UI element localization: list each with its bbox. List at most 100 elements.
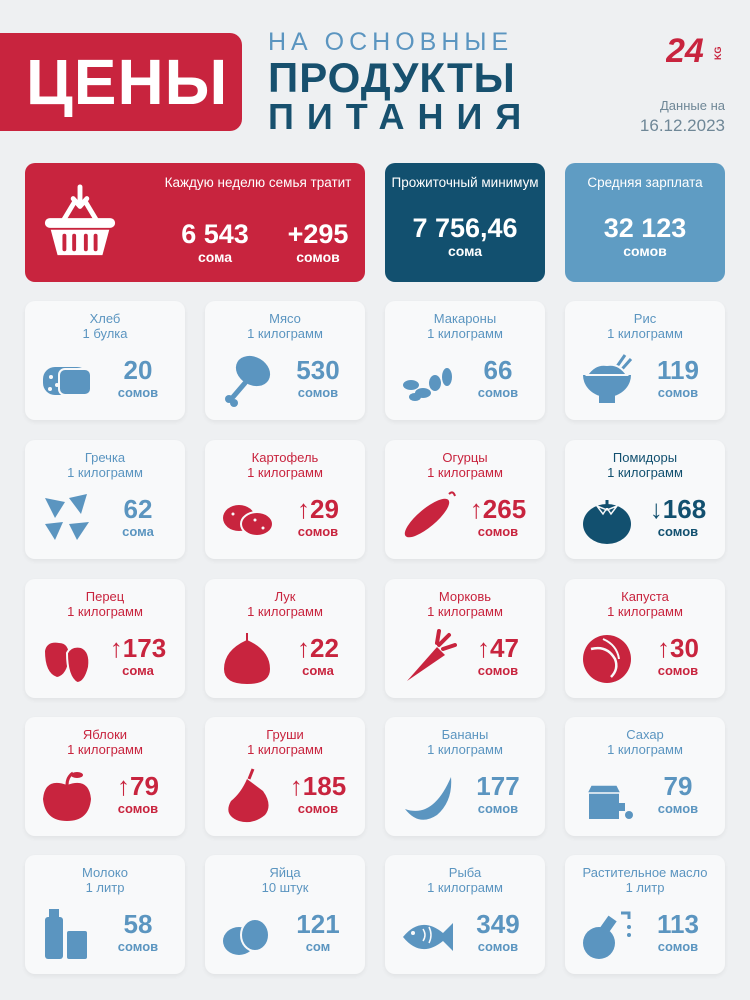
svg-text:24: 24 [666,32,704,70]
product-unit: сомов [117,385,159,400]
product-price: 185 [302,771,347,801]
product-card: Перец 1 килограмм ↑173 сома [25,579,185,698]
living-wage-card: Прожиточный минимум 7 756,46 сома [385,163,545,282]
product-price: 168 [662,494,707,524]
product-name: Груши [266,727,304,742]
weekly-unit: сома [197,249,233,265]
product-card: Лук 1 килограмм ↑22 сома [205,579,365,698]
weekly-value: 6 543 [181,219,249,249]
product-unit: сома [122,663,154,678]
product-price: 62 [123,494,153,524]
oil-icon [583,911,631,959]
sugar-icon [585,784,633,819]
product-unit: сомов [477,939,519,954]
product-price: 22 [310,633,339,663]
product-card: Рыба 1 килограмм 349 сомов [385,855,545,974]
product-price: 530 [296,355,340,385]
weekly-title: Каждую неделю семья тратит [164,175,352,190]
product-qty: 1 килограмм [427,604,503,619]
product-card: Картофель 1 килограмм ↑29 сомов [205,440,365,559]
weekly-spending-card: Каждую неделю семья тратит 6 543 сома +2… [25,163,365,282]
buckwheat-icon [45,494,89,540]
product-qty: 1 килограмм [427,326,503,341]
product-card: Морковь 1 килограмм ↑47 сомов [385,579,545,698]
onion-icon [223,633,271,685]
product-name: Растительное масло [582,865,708,880]
product-price: 30 [670,633,699,663]
arrow-down-icon: ↓ [649,494,663,524]
fish-icon [403,923,453,951]
arrow-up-icon: ↑ [657,633,671,663]
cabbage-icon [583,635,631,683]
product-price: 177 [476,771,520,801]
product-card: Бананы 1 килограмм 177 сомов [385,717,545,836]
pasta-icon [403,368,452,401]
svg-text:KG: KG [713,47,723,61]
product-qty: 1 булка [82,326,128,341]
arrow-up-icon: ↑ [117,771,131,801]
product-qty: 1 килограмм [607,465,683,480]
product-name: Огурцы [442,450,488,465]
subtitle-line-2: ПРОДУКТЫ [268,54,516,101]
product-price: 113 [657,909,699,939]
product-card: Огурцы 1 килограмм ↑265 сомов [385,440,545,559]
product-price: 79 [663,771,693,801]
product-name: Яблоки [82,727,128,742]
apple-icon [43,771,91,821]
product-qty: 1 килограмм [427,880,503,895]
living-wage-title: Прожиточный минимум [391,175,539,190]
product-unit: сомов [297,385,339,400]
product-unit: сом [305,939,331,954]
carrot-icon [407,629,457,681]
product-card: Хлеб 1 булка 20 сомов [25,301,185,420]
product-qty: 1 килограмм [607,742,683,757]
product-card: Яйца 10 штук 121 сом [205,855,365,974]
product-unit: сомов [657,524,699,539]
product-price: 79 [130,771,159,801]
living-wage-value: 7 756,46 [412,213,518,243]
product-price: 29 [310,494,339,524]
product-price: 349 [476,909,520,939]
banana-icon [405,777,452,820]
pepper-icon [45,642,91,685]
cucumber-icon [404,491,456,538]
subtitle-line-1: НА ОСНОВНЫЕ [268,28,514,56]
product-unit: сомов [477,663,519,678]
product-name: Лук [274,589,296,604]
product-price: 119 [657,355,699,385]
subtitle-line-3: ПИТАНИЯ [268,96,535,137]
product-name: Мясо [269,311,301,326]
product-card: Сахар 1 килограмм 79 сомов [565,717,725,836]
product-price: 173 [122,633,167,663]
product-name: Помидоры [612,450,678,465]
product-price: 66 [483,355,513,385]
product-qty: 10 штук [261,880,309,895]
milk-icon [45,909,87,959]
meat-icon [225,355,271,407]
product-qty: 1 килограмм [247,465,323,480]
product-price: 265 [482,494,527,524]
basket-icon [44,184,116,256]
product-card: Груши 1 килограмм ↑185 сомов [205,717,365,836]
arrow-up-icon: ↑ [297,494,311,524]
product-unit: сомов [657,385,699,400]
product-name: Сахар [626,727,664,742]
product-qty: 1 килограмм [247,742,323,757]
product-unit: сомов [117,801,159,816]
24kg-logo: 24 KG [666,32,723,70]
weekly-change: +295 [287,219,349,249]
product-name: Яйца [269,865,301,880]
product-price: 47 [490,633,519,663]
product-unit: сомов [477,385,519,400]
product-card: Растительное масло 1 литр 113 сомов [565,855,725,974]
product-qty: 1 литр [625,880,665,895]
product-card: Яблоки 1 килограмм ↑79 сомов [25,717,185,836]
product-card: Макароны 1 килограмм 66 сомов [385,301,545,420]
product-unit: сомов [477,801,519,816]
product-card: Капуста 1 килограмм ↑30 сомов [565,579,725,698]
product-name: Морковь [438,589,492,604]
pear-icon [228,768,269,823]
product-unit: сомов [297,801,339,816]
eggs-icon [223,918,270,955]
product-unit: сомов [297,524,339,539]
